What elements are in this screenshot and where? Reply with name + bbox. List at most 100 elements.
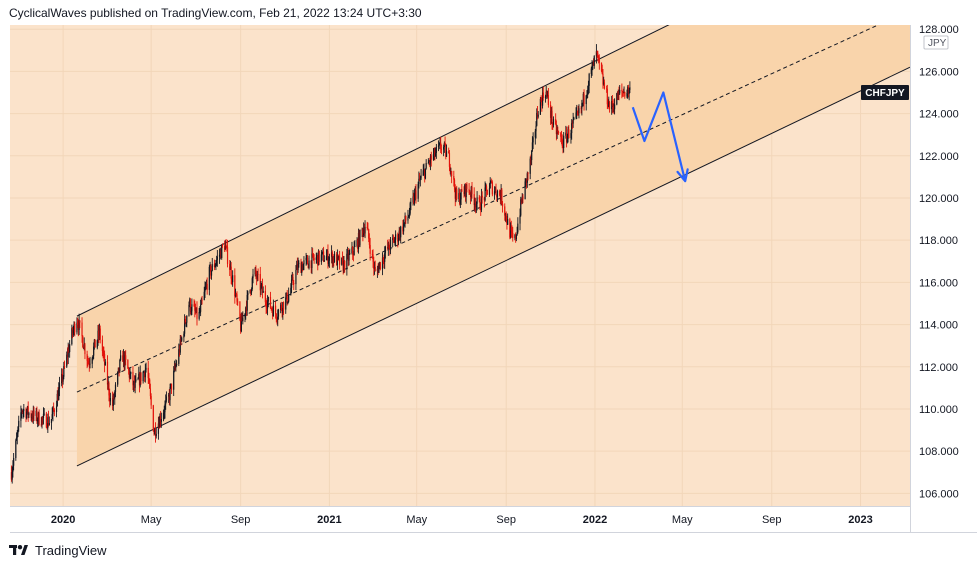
candle-body xyxy=(102,350,104,353)
candle-body xyxy=(377,268,379,273)
candle-body xyxy=(323,260,325,262)
candle-body xyxy=(12,465,14,472)
candle-body xyxy=(133,381,135,386)
candle-body xyxy=(225,245,227,247)
candle-body xyxy=(15,440,17,459)
candle-body xyxy=(598,55,600,58)
candle-body xyxy=(276,319,278,321)
candle-body xyxy=(216,259,218,264)
currency-label-box xyxy=(923,35,949,50)
tradingview-footer[interactable]: TradingView xyxy=(9,541,107,559)
candle-body xyxy=(427,162,429,164)
candle-body xyxy=(389,248,391,251)
candle-body xyxy=(413,193,416,203)
candle-body xyxy=(183,333,185,338)
candle-body xyxy=(454,189,456,199)
candle-body xyxy=(272,310,274,317)
candle-body xyxy=(445,144,447,157)
candle-body xyxy=(414,190,416,194)
candle-body xyxy=(420,175,422,179)
candle-body xyxy=(354,246,356,247)
candle-body xyxy=(384,247,387,254)
candle-body xyxy=(265,302,267,308)
candle-body xyxy=(77,324,79,331)
candle-body xyxy=(193,304,195,307)
candle-body xyxy=(621,89,623,92)
candle-body xyxy=(107,383,109,385)
candle-body xyxy=(439,142,441,144)
candle-body xyxy=(516,232,518,235)
candle-body xyxy=(506,220,508,225)
candle-body xyxy=(490,181,492,183)
candle-body xyxy=(296,264,298,271)
candle-body xyxy=(118,367,120,372)
candle-body xyxy=(13,458,15,466)
candle-body xyxy=(586,94,588,96)
candle-body xyxy=(165,400,167,405)
candle-body xyxy=(470,186,472,197)
candle-body xyxy=(466,184,468,189)
candle-body xyxy=(196,307,198,319)
candle-body xyxy=(383,261,385,263)
candle-body xyxy=(429,155,432,164)
candle-body xyxy=(269,297,272,309)
candle-body xyxy=(169,387,171,401)
candle-body xyxy=(542,92,544,99)
candle-body xyxy=(555,123,558,135)
candle-body xyxy=(155,433,157,437)
candle-body xyxy=(130,371,132,375)
candle-body xyxy=(357,240,359,249)
candle-body xyxy=(398,230,400,239)
candle-body xyxy=(587,85,590,90)
candle-body xyxy=(153,431,155,435)
candle-body xyxy=(26,411,28,419)
candle-body xyxy=(413,196,415,203)
candle-body xyxy=(68,349,70,353)
time-tick-label: May xyxy=(141,514,162,526)
candle-body xyxy=(109,395,111,402)
candle-body xyxy=(461,189,463,192)
candle-body xyxy=(478,197,480,200)
candle-body xyxy=(40,424,42,426)
candle-body xyxy=(394,239,396,243)
candle-body xyxy=(73,323,75,330)
candle-body xyxy=(362,229,365,236)
candle-body xyxy=(63,366,65,377)
candle-body xyxy=(346,253,349,254)
candle-body xyxy=(69,344,71,353)
candle-body xyxy=(15,437,18,441)
candle-body xyxy=(138,373,141,386)
candle-body xyxy=(240,316,242,332)
candle-body xyxy=(321,251,323,255)
candle-body xyxy=(495,188,497,195)
candle-body xyxy=(419,178,421,180)
candle-body xyxy=(247,292,249,295)
candle-body xyxy=(36,410,38,422)
candle-body xyxy=(293,282,295,285)
channel-line-upper xyxy=(76,25,670,317)
candle-body xyxy=(98,328,101,336)
candle-body xyxy=(234,293,237,297)
candle-body xyxy=(469,192,471,194)
candle-body xyxy=(585,95,587,105)
candle-body xyxy=(505,213,507,221)
candle-body xyxy=(281,309,283,313)
candle-body xyxy=(20,412,22,421)
candle-body xyxy=(135,379,137,382)
candle-body xyxy=(557,131,560,134)
candle-body xyxy=(31,417,34,420)
candle-body xyxy=(583,93,585,105)
candle-body xyxy=(496,190,499,198)
candle-body xyxy=(317,255,319,266)
candle-body xyxy=(428,161,430,163)
candle-body xyxy=(320,254,322,262)
candle-body xyxy=(568,129,570,138)
candle-body xyxy=(484,187,486,201)
candle-body xyxy=(189,299,191,305)
candle-body xyxy=(184,319,186,334)
candle-body xyxy=(368,238,371,245)
time-tick-label: 2022 xyxy=(583,514,607,526)
candle-body xyxy=(296,264,298,270)
candle-body xyxy=(306,257,308,259)
